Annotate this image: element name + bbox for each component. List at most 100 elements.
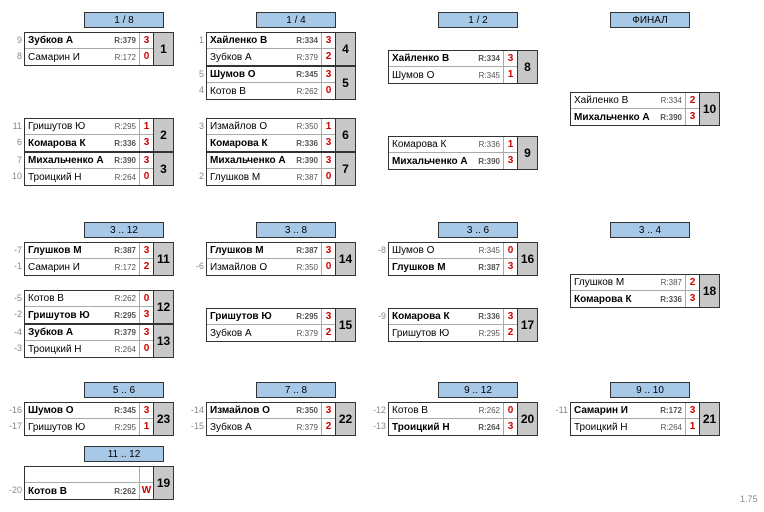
player-row: Комарова КR:3361 bbox=[389, 137, 517, 153]
match-id: 12 bbox=[153, 291, 173, 323]
match-id: 2 bbox=[153, 119, 173, 151]
player-rating: R:172 bbox=[109, 53, 139, 62]
player-rating: R:379 bbox=[109, 328, 139, 337]
player-name: Измайлов О bbox=[207, 262, 291, 273]
player-rating: R:345 bbox=[473, 246, 503, 255]
player-row: Зубков АR:3792 bbox=[207, 419, 335, 435]
match-id: 8 bbox=[517, 51, 537, 83]
round-label: 11 .. 12 bbox=[84, 446, 164, 462]
player-score: 1 bbox=[685, 419, 699, 435]
player-score: 0 bbox=[503, 243, 517, 258]
version-label: 1.75 bbox=[740, 494, 758, 504]
player-rating: R:334 bbox=[291, 36, 321, 45]
player-name: Гришутов Ю bbox=[207, 311, 291, 322]
player-row: Троицкий НR:2641 bbox=[571, 419, 699, 435]
player-row: Комарова КR:3363 bbox=[389, 309, 517, 325]
match-rows: Хайленко ВR:3343Зубков АR:3792 bbox=[207, 33, 335, 65]
match-box: Хайленко ВR:3343Шумов ОR:34518 bbox=[388, 50, 538, 84]
player-rating: R:387 bbox=[473, 263, 503, 272]
match-id: 22 bbox=[335, 403, 355, 435]
match-box: Михальченко АR:3903Троицкий НR:26403 bbox=[24, 152, 174, 186]
player-row: Комарова КR:3363 bbox=[25, 135, 153, 151]
round-label: 5 .. 6 bbox=[84, 382, 164, 398]
player-rating: R:295 bbox=[291, 312, 321, 321]
player-row: Гришутов ЮR:2953 bbox=[207, 309, 335, 325]
player-score: 1 bbox=[321, 119, 335, 134]
player-rating: R:390 bbox=[655, 113, 685, 122]
round-label: 9 .. 12 bbox=[438, 382, 518, 398]
match-rows: Зубков АR:3793Самарин ИR:1720 bbox=[25, 33, 153, 65]
player-score: 0 bbox=[139, 341, 153, 357]
player-rating: R:390 bbox=[291, 156, 321, 165]
player-score: 2 bbox=[139, 259, 153, 275]
player-score: 3 bbox=[321, 309, 335, 324]
player-score: W bbox=[139, 483, 153, 499]
player-row: Михальченко АR:3903 bbox=[389, 153, 517, 169]
player-rating: R:295 bbox=[473, 329, 503, 338]
seed-number: -11 bbox=[554, 405, 568, 415]
player-row: Самарин ИR:1723 bbox=[571, 403, 699, 419]
player-score: 1 bbox=[139, 419, 153, 435]
seed-number: 2 bbox=[190, 171, 204, 181]
player-name: Комарова К bbox=[571, 294, 655, 305]
player-name: Зубков А bbox=[25, 327, 109, 338]
match-rows: Котов ВR:262W bbox=[25, 467, 153, 499]
seed-number: -4 bbox=[8, 327, 22, 337]
player-row: Зубков АR:3792 bbox=[207, 49, 335, 65]
seed-number: -2 bbox=[8, 309, 22, 319]
player-row: Зубков АR:3793 bbox=[25, 33, 153, 49]
player-name: Измайлов О bbox=[207, 405, 291, 416]
player-rating: R:295 bbox=[109, 423, 139, 432]
player-score: 0 bbox=[321, 169, 335, 185]
player-name: Глушков М bbox=[25, 245, 109, 256]
match-id: 3 bbox=[153, 153, 173, 185]
match-id: 18 bbox=[699, 275, 719, 307]
round-label: 3 .. 4 bbox=[610, 222, 690, 238]
player-row: Глушков МR:3873 bbox=[207, 243, 335, 259]
player-score: 3 bbox=[503, 153, 517, 169]
match-rows: Хайленко ВR:3342Михальченко АR:3903 bbox=[571, 93, 699, 125]
match-box: Гришутов ЮR:2953Зубков АR:379215 bbox=[206, 308, 356, 342]
player-rating: R:390 bbox=[473, 157, 503, 166]
player-score: 3 bbox=[321, 153, 335, 168]
player-name: Комарова К bbox=[389, 139, 473, 150]
player-row: Котов ВR:262W bbox=[25, 483, 153, 499]
round-label: 9 .. 10 bbox=[610, 382, 690, 398]
player-row: Хайленко ВR:3343 bbox=[207, 33, 335, 49]
player-score: 3 bbox=[139, 403, 153, 418]
player-score: 3 bbox=[503, 309, 517, 324]
match-id: 10 bbox=[699, 93, 719, 125]
player-row: Котов ВR:2620 bbox=[389, 403, 517, 419]
match-id: 20 bbox=[517, 403, 537, 435]
player-row: Глушков МR:3870 bbox=[207, 169, 335, 185]
match-rows: Глушков МR:3872Комарова КR:3363 bbox=[571, 275, 699, 307]
player-name: Троицкий Н bbox=[25, 172, 109, 183]
player-rating: R:264 bbox=[473, 423, 503, 432]
match-id: 1 bbox=[153, 33, 173, 65]
player-score: 3 bbox=[503, 259, 517, 275]
player-score: 3 bbox=[139, 325, 153, 340]
player-score: 3 bbox=[139, 243, 153, 258]
player-rating: R:336 bbox=[655, 295, 685, 304]
player-score: 0 bbox=[139, 169, 153, 185]
match-box: Измайлов ОR:3503Зубков АR:379222 bbox=[206, 402, 356, 436]
player-row: Троицкий НR:2640 bbox=[25, 341, 153, 357]
match-rows: Измайлов ОR:3501Комарова КR:3363 bbox=[207, 119, 335, 151]
match-box: Гришутов ЮR:2951Комарова КR:33632 bbox=[24, 118, 174, 152]
seed-number: 8 bbox=[8, 51, 22, 61]
seed-number: 6 bbox=[8, 137, 22, 147]
player-rating: R:295 bbox=[109, 122, 139, 131]
player-rating: R:334 bbox=[655, 96, 685, 105]
player-score: 1 bbox=[139, 119, 153, 134]
round-label: 3 .. 6 bbox=[438, 222, 518, 238]
match-box: Шумов ОR:3453Гришутов ЮR:295123 bbox=[24, 402, 174, 436]
player-score: 2 bbox=[321, 49, 335, 65]
player-score bbox=[139, 467, 153, 482]
player-rating: R:334 bbox=[473, 54, 503, 63]
player-score: 3 bbox=[321, 403, 335, 418]
seed-number: -20 bbox=[8, 485, 22, 495]
match-id: 14 bbox=[335, 243, 355, 275]
player-row: Зубков АR:3793 bbox=[25, 325, 153, 341]
player-name: Михальченко А bbox=[25, 155, 109, 166]
player-score: 3 bbox=[321, 243, 335, 258]
